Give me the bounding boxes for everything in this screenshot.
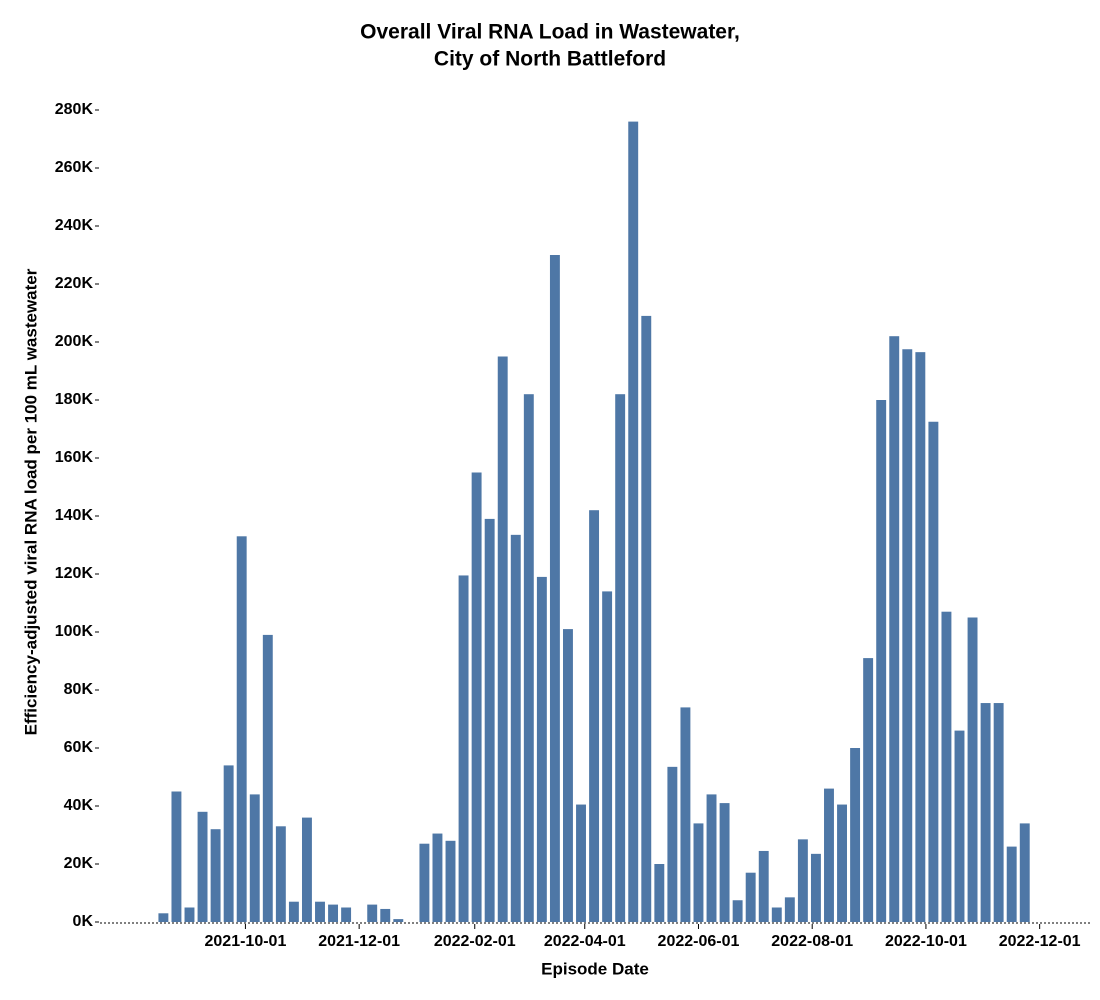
bar	[589, 510, 600, 922]
bar	[380, 908, 391, 922]
bar	[471, 472, 482, 922]
bar	[993, 703, 1004, 922]
bar	[197, 811, 208, 922]
bar	[563, 629, 573, 922]
y-tick-label: 280K	[55, 101, 94, 118]
y-tick-label: 180K	[55, 391, 94, 408]
y-tick-label: 80K	[64, 681, 94, 698]
bar	[863, 658, 874, 922]
bar	[615, 394, 626, 922]
bar	[654, 864, 665, 922]
bar	[850, 748, 861, 922]
y-tick-label: 0K	[73, 913, 94, 930]
bar	[980, 703, 991, 922]
bar	[706, 794, 717, 922]
y-tick-label: 100K	[55, 623, 94, 640]
x-tick-label: 2022-12-01	[999, 933, 1081, 950]
y-tick-label: 220K	[55, 275, 94, 292]
bar	[341, 907, 352, 922]
bar	[549, 255, 560, 922]
bar	[497, 356, 508, 922]
bar	[967, 617, 978, 922]
x-tick-label: 2022-08-01	[771, 933, 853, 950]
bar	[236, 536, 247, 922]
y-tick-label: 60K	[64, 739, 94, 756]
bar	[667, 766, 678, 922]
bar	[732, 900, 743, 922]
x-tick-label: 2022-04-01	[544, 933, 626, 950]
x-tick-label: 2021-12-01	[318, 933, 400, 950]
bar	[484, 518, 495, 922]
bar	[576, 804, 586, 922]
chart-title: City of North Battleford	[434, 48, 666, 71]
bar	[184, 907, 195, 922]
bar	[641, 315, 652, 922]
bar	[889, 336, 900, 922]
bar	[824, 788, 834, 922]
y-tick-label: 120K	[55, 565, 94, 582]
bar	[367, 904, 378, 922]
bar	[902, 349, 913, 922]
y-tick-label: 240K	[55, 217, 94, 234]
y-tick-label: 160K	[55, 449, 94, 466]
bar	[419, 843, 430, 922]
bar	[693, 823, 704, 922]
x-tick-label: 2021-10-01	[205, 933, 287, 950]
bar	[680, 707, 691, 922]
bar	[223, 765, 234, 922]
bar	[301, 817, 312, 922]
x-tick-label: 2022-02-01	[434, 933, 516, 950]
bar	[876, 400, 887, 922]
bar	[928, 421, 939, 922]
bar	[810, 853, 821, 922]
bar	[458, 575, 469, 922]
bar	[1019, 823, 1030, 922]
y-axis-label: Efficiency-adjusted viral RNA load per 1…	[21, 268, 40, 735]
bar	[393, 919, 404, 922]
x-tick-label: 2022-10-01	[885, 933, 967, 950]
bar	[262, 634, 273, 922]
bar	[432, 833, 443, 922]
bar	[915, 352, 926, 922]
bar	[275, 826, 286, 922]
bar	[954, 730, 965, 922]
bar	[523, 394, 534, 922]
bar	[158, 913, 169, 922]
bar	[797, 839, 808, 922]
bar	[249, 794, 260, 922]
bar	[758, 850, 769, 922]
y-tick-label: 200K	[55, 333, 94, 350]
bar	[315, 901, 325, 922]
bar	[745, 872, 756, 922]
bar	[628, 121, 639, 923]
bar	[510, 534, 521, 922]
x-axis-label: Episode Date	[541, 959, 649, 978]
bar	[288, 901, 299, 922]
y-tick-label: 260K	[55, 159, 94, 176]
bar	[771, 907, 782, 922]
bar	[328, 904, 339, 922]
bar	[536, 576, 547, 922]
bar	[210, 829, 221, 922]
bar	[941, 611, 952, 922]
bar	[719, 803, 730, 922]
y-tick-label: 140K	[55, 507, 94, 524]
bar	[445, 840, 456, 922]
chart-title: Overall Viral RNA Load in Wastewater,	[360, 21, 740, 44]
x-tick-label: 2022-06-01	[658, 933, 740, 950]
bar	[1006, 846, 1017, 922]
y-tick-label: 40K	[64, 797, 94, 814]
bar	[784, 897, 795, 922]
bar	[837, 804, 847, 922]
bar	[602, 591, 613, 922]
y-tick-label: 20K	[64, 855, 94, 872]
bar	[171, 791, 182, 922]
